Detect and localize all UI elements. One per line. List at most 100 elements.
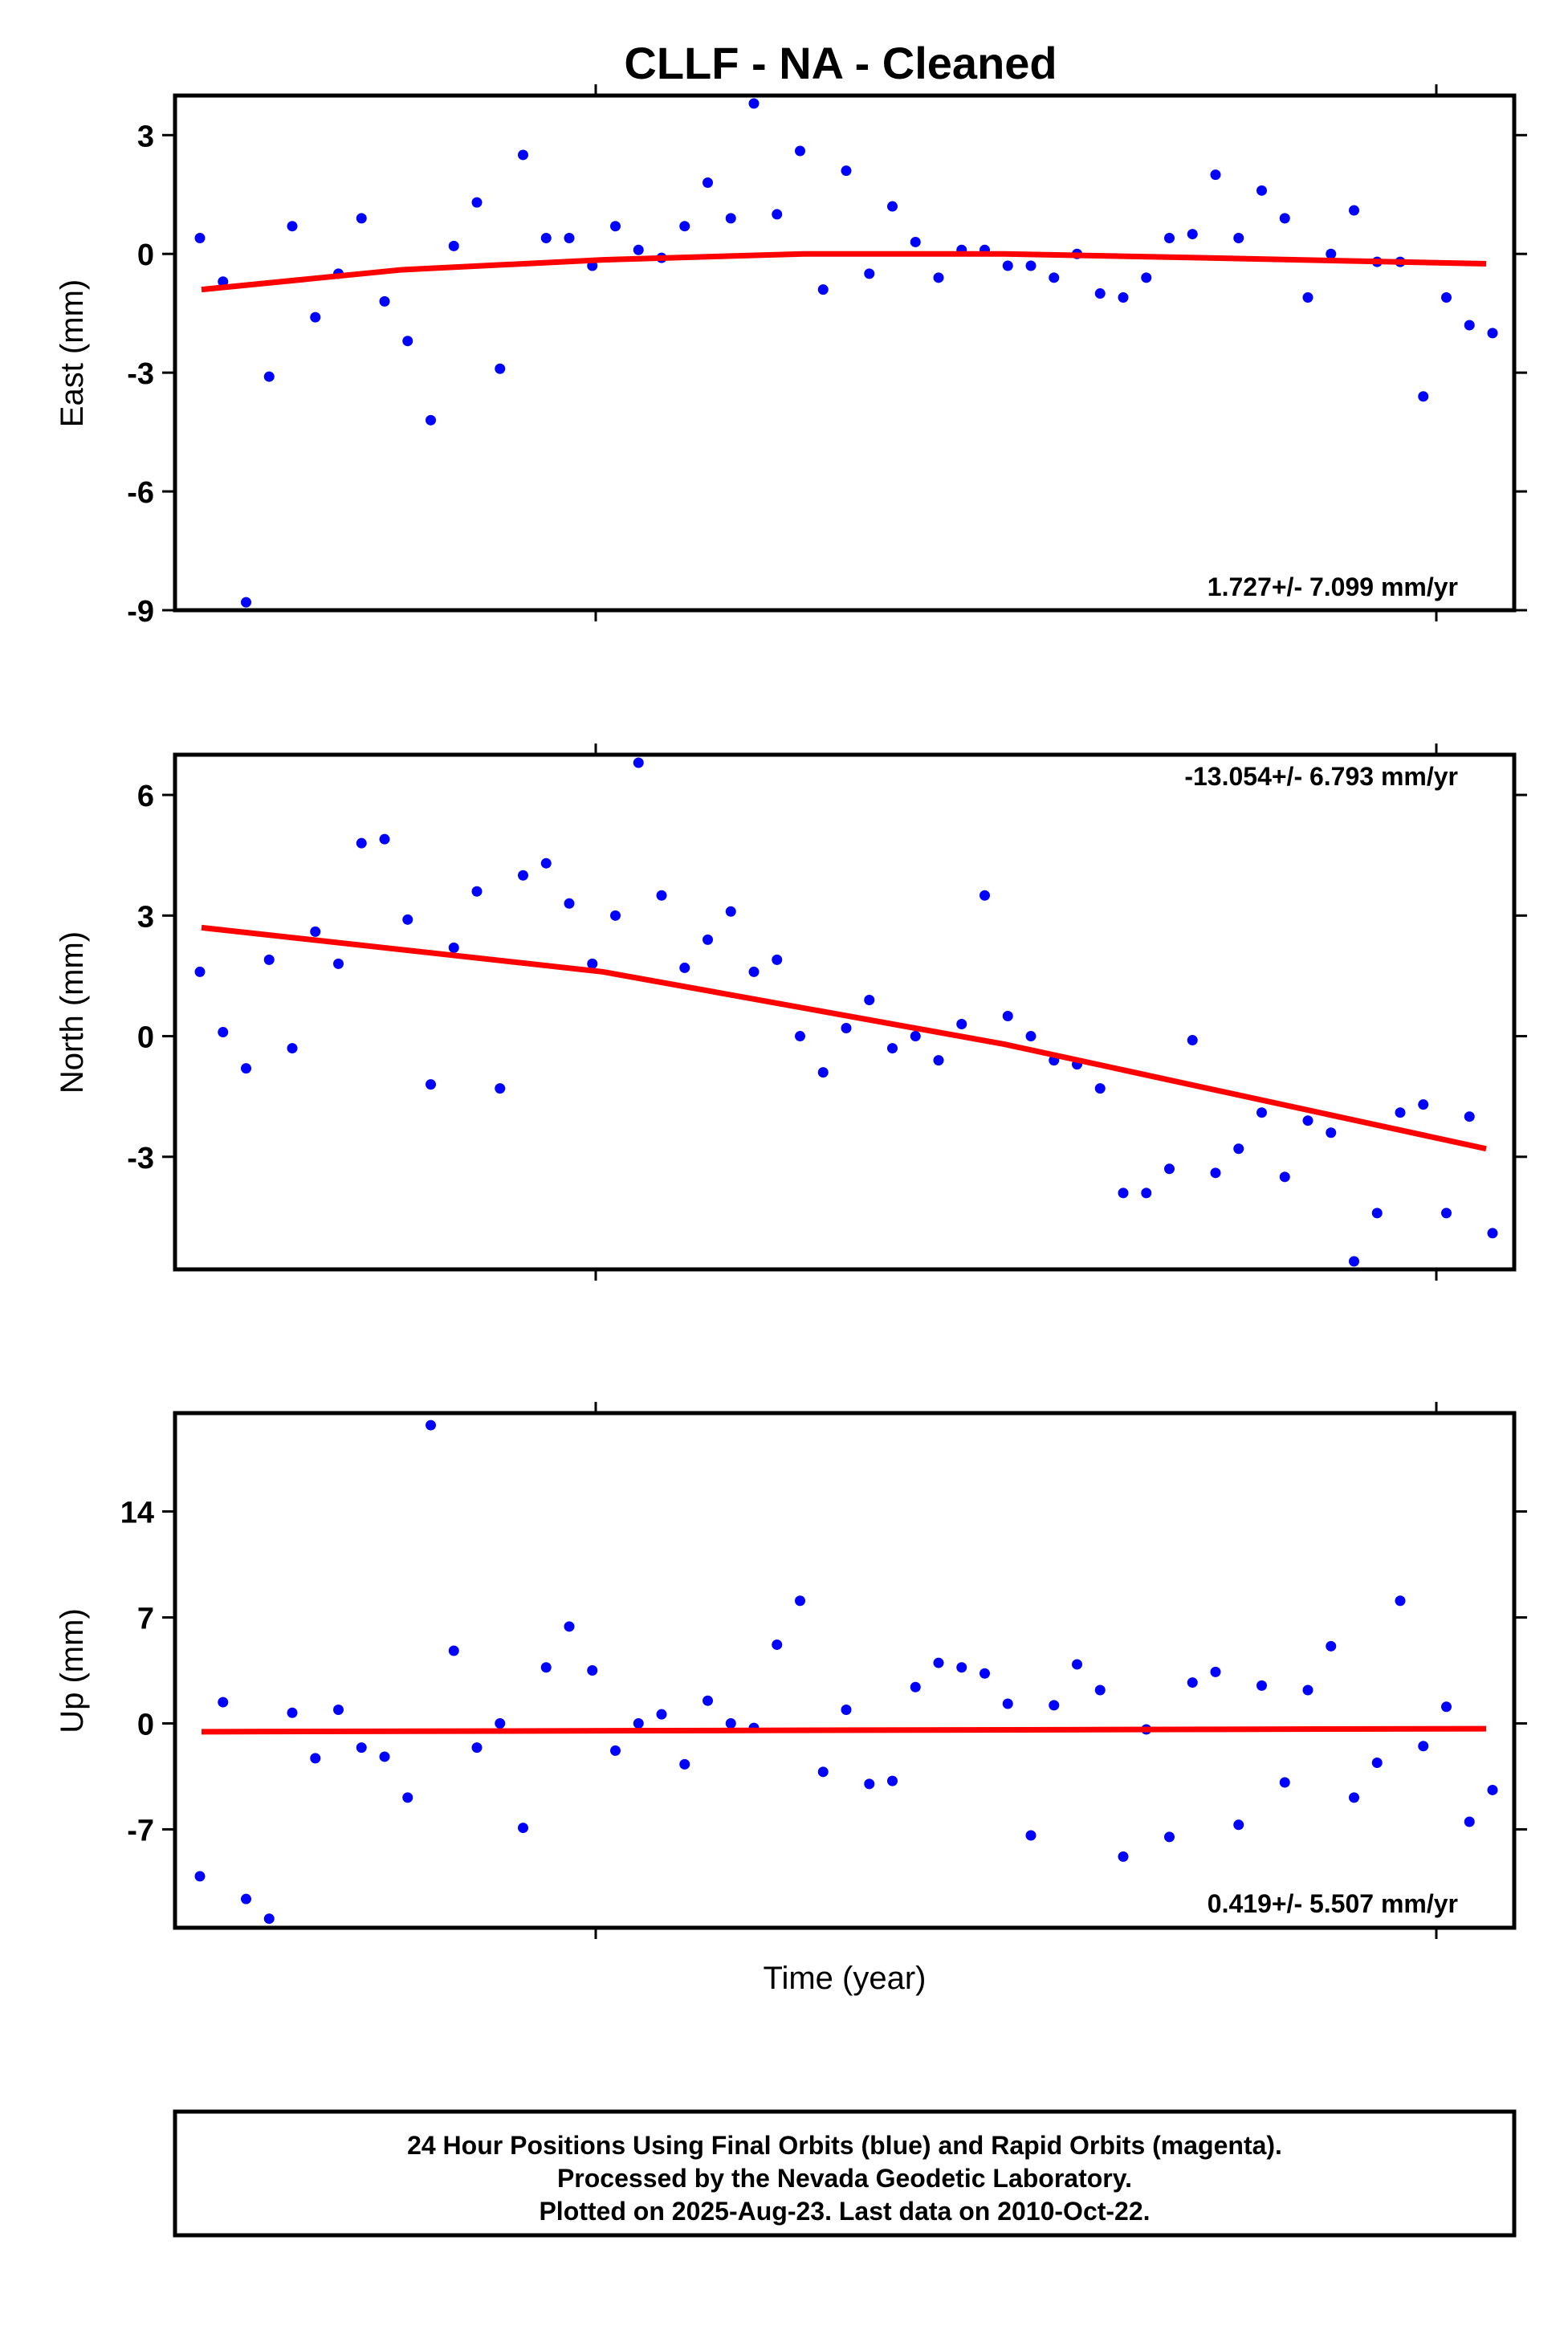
up-data-point — [263, 1913, 275, 1925]
north-data-point — [1464, 1111, 1475, 1122]
east-data-point — [864, 268, 875, 279]
north-data-point — [1141, 1187, 1152, 1199]
north-data-point — [495, 1083, 506, 1094]
east-data-point — [933, 272, 944, 283]
north-data-point — [725, 906, 736, 917]
up-data-point — [1187, 1677, 1198, 1688]
north-data-point — [241, 1063, 251, 1074]
north-data-point — [1210, 1167, 1221, 1179]
up-data-point — [679, 1758, 690, 1770]
north-ytick-label: 6 — [137, 780, 154, 813]
east-data-point — [263, 371, 275, 382]
up-data-points — [194, 1420, 1498, 1925]
north-data-point — [426, 1079, 436, 1090]
east-data-point — [703, 177, 713, 188]
north-data-point — [333, 958, 344, 969]
east-data-point — [725, 213, 736, 224]
north-data-point — [356, 837, 367, 849]
up-data-point — [587, 1665, 598, 1676]
north-data-point — [1371, 1208, 1383, 1219]
north-data-point — [956, 1019, 967, 1030]
east-data-point — [1464, 320, 1475, 331]
north-data-point — [587, 958, 598, 969]
east-data-point — [1302, 291, 1313, 303]
east-panel: 3 0 -3 -6 -9 East (mm) 1.727+/- 7.099 mm/yr — [55, 84, 1527, 629]
north-data-point — [1395, 1107, 1406, 1118]
east-data-point — [817, 284, 829, 295]
up-trend-line — [201, 1725, 1487, 1735]
east-ytick-label: 0 — [137, 238, 154, 272]
east-data-point — [772, 209, 783, 220]
up-data-point — [333, 1705, 344, 1716]
north-data-point — [194, 966, 206, 977]
east-data-point — [471, 197, 483, 208]
north-data-point — [841, 1023, 852, 1034]
east-data-point — [1279, 213, 1290, 224]
east-data-point — [287, 221, 298, 232]
north-data-point — [1118, 1187, 1129, 1199]
east-data-points — [194, 98, 1498, 608]
east-data-point — [1326, 248, 1337, 259]
north-data-point — [633, 757, 644, 768]
east-data-point — [402, 336, 413, 347]
up-data-point — [979, 1668, 990, 1679]
up-data-point — [956, 1662, 967, 1673]
east-data-point — [1233, 233, 1244, 244]
north-data-point — [287, 1043, 298, 1054]
east-ytick-label: 3 — [137, 120, 154, 153]
north-data-point — [864, 994, 875, 1005]
east-data-point — [356, 213, 367, 224]
up-data-point — [356, 1742, 367, 1754]
north-data-points — [194, 757, 1498, 1267]
north-data-point — [448, 942, 459, 953]
east-data-point — [1256, 185, 1267, 196]
up-ytick-label: 14 — [120, 1497, 154, 1530]
north-plot-frame — [173, 752, 1517, 1272]
north-data-point — [679, 962, 690, 973]
east-data-point — [1094, 288, 1106, 299]
up-data-point — [1233, 1819, 1244, 1831]
north-data-point — [979, 890, 990, 901]
up-data-point — [703, 1695, 713, 1706]
up-data-point — [817, 1766, 829, 1778]
up-data-point — [1326, 1640, 1337, 1652]
north-data-point — [772, 954, 783, 965]
up-data-point — [241, 1893, 251, 1904]
up-ytick-label: 0 — [137, 1708, 154, 1741]
north-data-point — [1233, 1143, 1244, 1155]
east-ytick-label: -9 — [127, 595, 154, 629]
up-data-point — [1349, 1792, 1359, 1803]
north-data-point — [1094, 1083, 1106, 1094]
up-data-point — [1118, 1851, 1129, 1862]
up-data-point — [841, 1705, 852, 1716]
east-data-point — [194, 233, 206, 244]
north-data-point — [564, 898, 575, 909]
east-axis-label: East (mm) — [55, 279, 90, 427]
up-rate-label: 0.419+/- 5.507 mm/yr — [1208, 1889, 1458, 1918]
east-data-point — [841, 165, 852, 177]
east-data-point — [887, 201, 898, 212]
east-data-point — [633, 244, 644, 255]
up-data-point — [564, 1621, 575, 1632]
up-data-point — [1487, 1784, 1498, 1795]
up-data-point — [402, 1792, 413, 1803]
east-data-point — [795, 145, 805, 157]
east-data-point — [1487, 328, 1498, 339]
footer-frame — [173, 2109, 1517, 2238]
east-data-point — [426, 414, 436, 426]
up-data-point — [795, 1595, 805, 1607]
x-axis-label: Time (year) — [764, 1961, 927, 1996]
east-data-point — [1418, 391, 1429, 402]
up-data-point — [633, 1717, 644, 1729]
north-data-point — [910, 1031, 921, 1042]
east-data-point — [748, 98, 760, 109]
up-axis-label: Up (mm) — [55, 1608, 90, 1733]
up-data-point — [610, 1745, 621, 1756]
north-data-point — [379, 833, 390, 845]
north-data-point — [1187, 1035, 1198, 1046]
north-ytick-label: 0 — [137, 1021, 154, 1055]
north-data-point — [1025, 1031, 1037, 1042]
east-data-point — [495, 363, 506, 374]
up-data-point — [772, 1639, 783, 1650]
up-data-point — [518, 1823, 528, 1834]
